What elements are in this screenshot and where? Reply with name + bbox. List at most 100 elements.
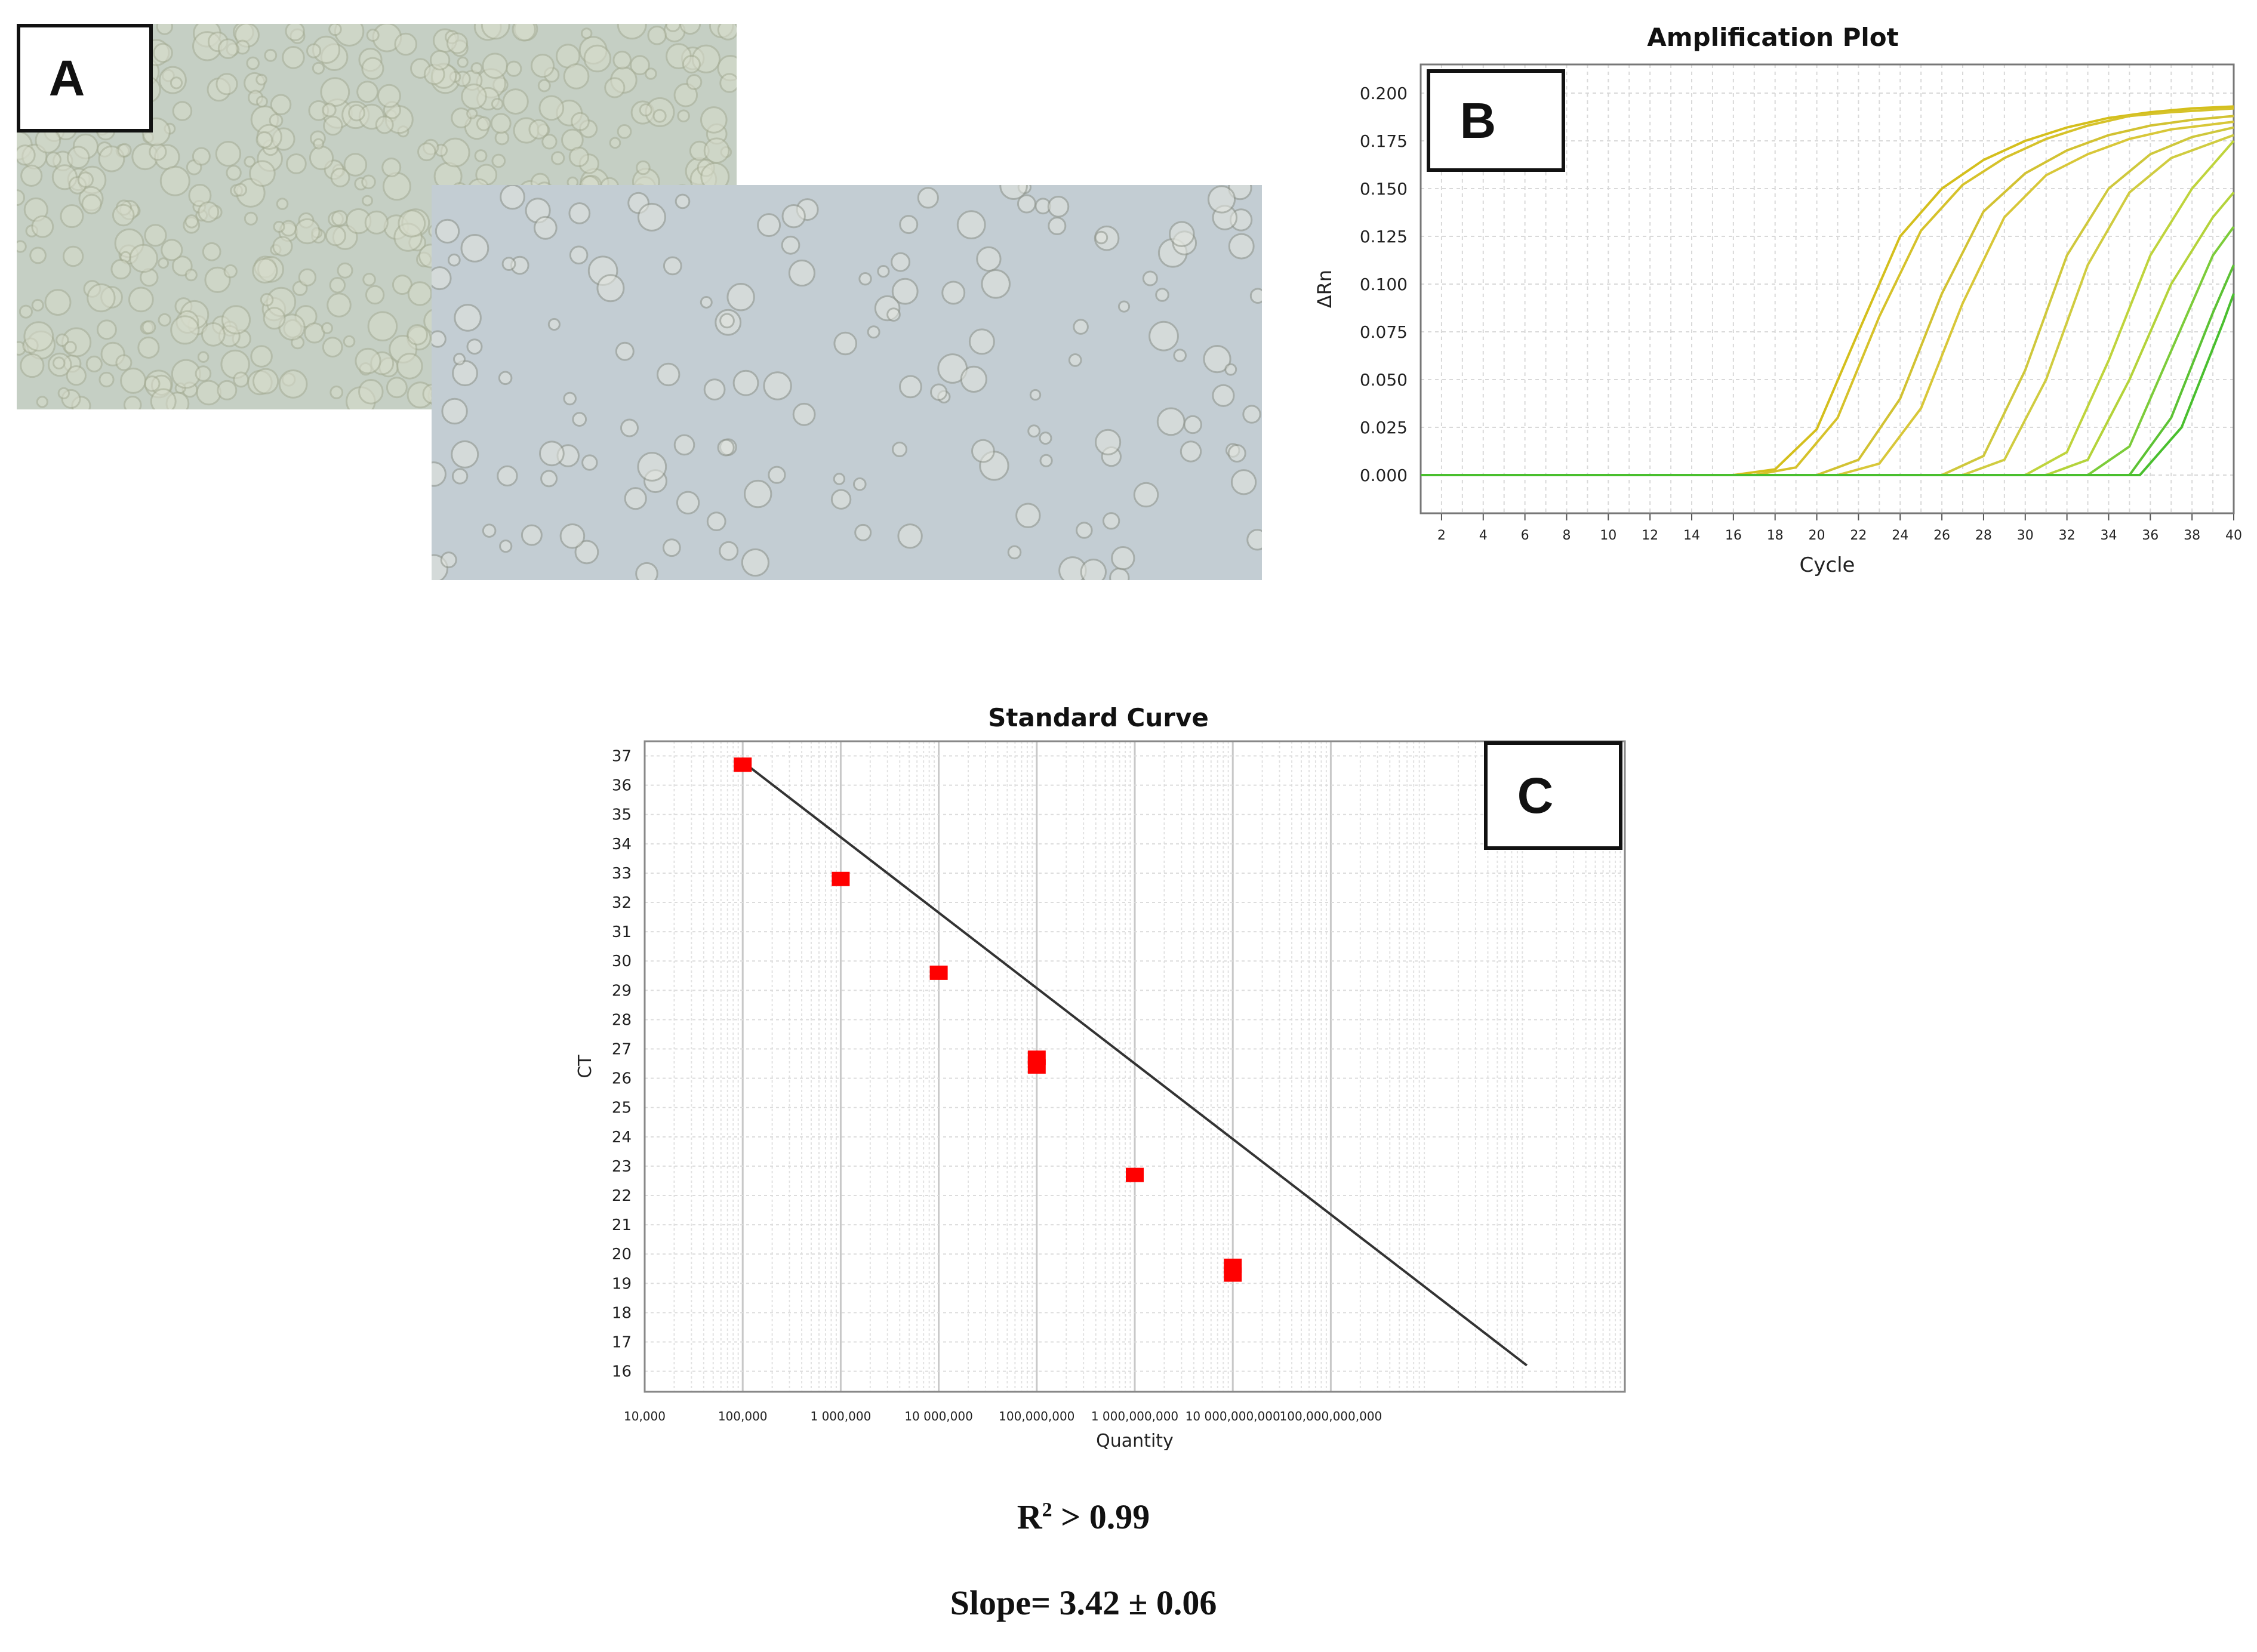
cell-blob [197,351,210,363]
cell-blob [781,235,800,255]
panel-label-c: C [1484,741,1622,850]
cell-blob [639,103,652,117]
cell-blob [195,365,212,382]
cell-blob [17,240,27,253]
cell-blob [968,328,995,355]
cell-blob [451,440,479,469]
cell-blob [255,131,273,149]
cell-blob [568,202,591,224]
cell-blob [877,265,890,278]
cell-blob [528,119,549,140]
amplification-curve [1421,293,2235,476]
cell-blob [128,286,154,313]
cell-blob [466,107,478,119]
cell-blob [381,158,402,177]
cell-blob [899,215,919,235]
slope-stat: Slope= 3.42 ± 0.06 [950,1583,1217,1622]
y-tick-label: 28 [612,1011,632,1029]
cell-blob [386,377,408,399]
panel-label-a: A [17,24,153,132]
x-tick-label: 18 [1767,528,1784,543]
cell-blob [329,277,346,294]
y-axis-label: CT [575,1055,596,1078]
cell-blob [260,292,274,307]
cell-blob [457,56,469,68]
cell-blob [432,266,452,291]
plot-frame [1420,63,2235,514]
cell-blob [64,341,77,354]
cell-blob [726,283,755,312]
y-tick-label: 27 [612,1041,632,1059]
cell-blob [215,141,242,167]
cell-blob [432,461,447,487]
cell-blob [757,213,781,238]
x-axis-label: Quantity [1096,1431,1174,1450]
cell-blob [569,245,589,265]
cell-blob [976,246,1002,272]
x-tick-label: 2 [1437,528,1446,543]
cell-blob [1169,221,1195,247]
cell-blob [161,239,183,261]
x-tick-label: 22 [1850,528,1867,543]
standard-point [929,965,948,980]
cell-blob [255,73,267,86]
cell-blob [615,341,635,361]
cell-blob [158,257,170,269]
cell-blob [891,252,911,272]
cell-blob [364,210,389,235]
cell-blob [645,67,657,80]
cell-blob [1039,454,1053,467]
r-squared-stat: R2 > 0.99 [776,1497,1391,1537]
cell-blob [1142,270,1158,286]
cell-blob [286,153,307,174]
cell-blob [45,151,61,168]
cell-blob [244,156,256,168]
cell-blob [539,440,565,467]
cell-blob [328,24,342,36]
cell-blob [57,387,70,400]
cell-blob [233,371,250,388]
cell-blob [62,245,84,267]
cell-blob [143,375,161,392]
cell-blob [144,224,167,247]
cell-blob [365,285,385,305]
cell-blob [272,236,293,257]
amplification-curve [1421,192,2235,476]
cell-blob [530,54,555,78]
cell-blob [538,95,565,121]
cell-blob [355,347,381,375]
y-tick-label: 34 [612,836,632,853]
cell-blob [686,74,703,90]
cell-blob [112,204,135,227]
cell-blob [854,523,872,541]
cell-blob [294,218,321,245]
amplification-curve [1421,121,2234,476]
cell-blob [309,145,334,171]
cell-blob [719,313,735,329]
x-tick-label: 28 [1975,528,1992,543]
y-tick-label: 0.200 [1360,84,1408,103]
cell-blob [217,380,238,400]
cell-blob [358,379,384,405]
cell-blob [677,109,690,122]
cell-blob [662,538,681,557]
cell-blob [366,29,380,42]
cell-blob [1076,522,1093,539]
cell-blob [657,362,681,387]
x-tick-label: 24 [1892,528,1908,543]
cell-texture-2 [432,185,1262,580]
x-tick-label: 26 [1933,528,1950,543]
cell-blob [53,356,66,370]
cell-blob [583,44,612,73]
standard-point [1224,1267,1242,1282]
cell-blob [999,185,1028,200]
cell-blob [956,210,986,239]
cell-blob [215,73,238,95]
cell-blob [394,32,418,56]
x-tick-label: 1 000,000 [811,1409,872,1423]
cell-blob [604,77,626,98]
cell-blob [304,322,325,344]
y-tick-label: 18 [612,1304,632,1322]
cell-blob [981,269,1011,299]
cell-blob [441,397,468,425]
